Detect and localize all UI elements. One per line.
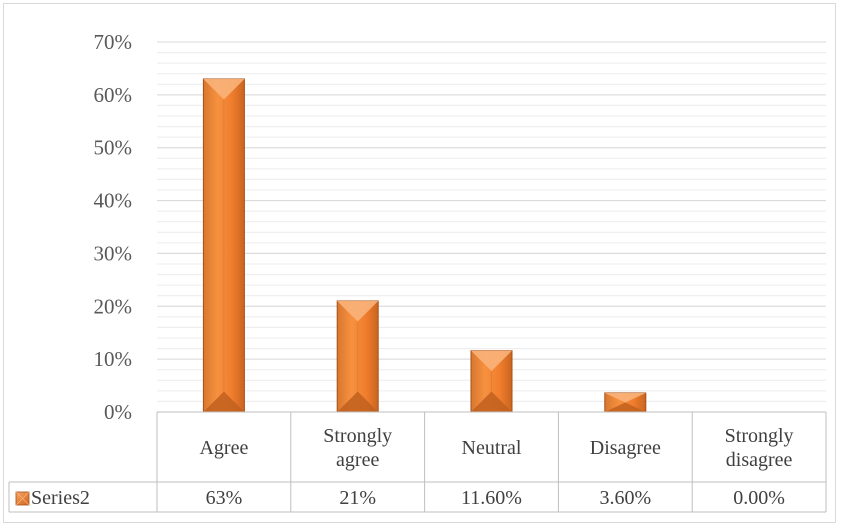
x-category-label: Agree [199, 437, 248, 459]
bar-bottom-bevel [337, 391, 379, 412]
bar-top-bevel [471, 350, 512, 372]
y-tick-label: 0% [104, 400, 132, 424]
y-tick-label: 70% [94, 30, 133, 54]
x-category-label: Strongly agree [323, 425, 392, 471]
bar-top-bevel [604, 392, 646, 403]
bars [202, 78, 647, 413]
x-category-label: Neutral [462, 437, 522, 459]
y-tick-label: 10% [94, 347, 133, 371]
legend-series-name: Series2 [31, 487, 90, 509]
bar [336, 300, 379, 413]
bar [470, 350, 513, 413]
x-category-label: Disagree [590, 437, 661, 459]
x-category-label: Strongly disagree [725, 425, 794, 471]
gridlines [157, 41, 826, 402]
bar [202, 78, 245, 413]
chart-frame: 0% 10% 20% 30% 40% 50% 60% 70% Agree Strongly agr… [3, 3, 836, 523]
table-value-cell: 0.00% [733, 487, 785, 509]
y-tick-label: 20% [94, 294, 133, 318]
bar-top-bevel [203, 79, 245, 100]
legend-key-bevel [15, 491, 30, 506]
bar-top-bevel [337, 301, 379, 322]
bar-bottom-bevel [203, 391, 245, 412]
bar [604, 392, 647, 413]
y-axis-ticks: 0% 10% 20% 30% 40% 50% 60% 70% [94, 30, 133, 424]
data-table: Agree Strongly agree Neutral Disagree Strongl… [8, 411, 827, 513]
y-tick-label: 60% [94, 83, 133, 107]
table-value-cell: 63% [206, 487, 243, 509]
table-value-cell: 11.60% [461, 487, 522, 509]
y-tick-label: 50% [94, 136, 133, 160]
y-tick-label: 40% [94, 189, 133, 213]
table-value-cell: 21% [339, 487, 376, 509]
bar-chart: 0% 10% 20% 30% 40% 50% 60% 70% Agree Strongly agr… [8, 30, 827, 513]
table-value-cell: 3.60% [599, 487, 651, 509]
bar-bottom-bevel [604, 402, 646, 412]
bar-bottom-bevel [471, 391, 512, 412]
y-tick-label: 30% [94, 241, 133, 265]
